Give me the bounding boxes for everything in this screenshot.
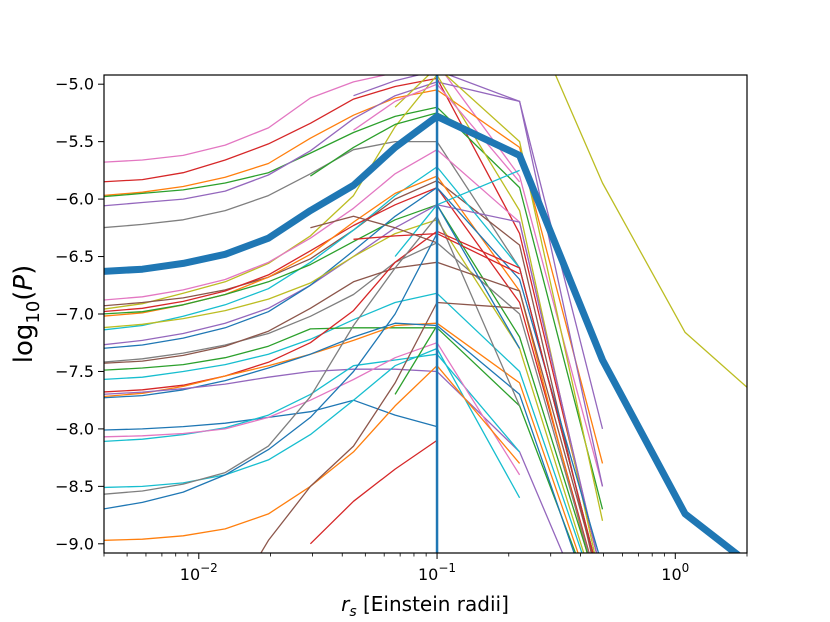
series-line-31	[104, 215, 521, 495]
series-line-1	[554, 75, 747, 389]
series-line-43	[436, 204, 521, 349]
x-tick-label: 10−1	[418, 561, 456, 584]
series-line-4	[104, 89, 604, 464]
series-line-12	[104, 186, 590, 553]
series-line-33	[260, 301, 520, 553]
series-line-34	[309, 439, 438, 545]
series-line-20	[104, 292, 583, 553]
series-line-11	[104, 166, 594, 553]
series-line-18	[104, 219, 585, 553]
y-tick-label: −8.5	[55, 477, 94, 496]
series-line-5	[104, 106, 604, 510]
y-axis-label: log10(P)	[9, 265, 44, 364]
mean-curve	[104, 75, 742, 553]
x-tick-label: 100	[661, 561, 689, 584]
series-line-29	[104, 347, 521, 499]
y-tick-label: −5.0	[55, 75, 94, 94]
series-line-8	[104, 75, 596, 553]
series-line-9	[104, 149, 598, 553]
series-line-27	[104, 353, 521, 453]
series-line-35	[394, 325, 438, 395]
series-line-28	[104, 342, 521, 476]
series-line-2	[104, 75, 604, 487]
y-tick-label: −9.0	[55, 534, 94, 553]
axis-ticks: −5.0 −5.5 −6.0 −6.5 −7.0 −7.5 −8.0 −8.5 −9.0 10−2…	[55, 75, 748, 584]
series-line-14	[104, 204, 589, 553]
series-line-16	[104, 186, 600, 553]
series-line-10	[104, 180, 592, 553]
series-line-19	[104, 261, 593, 553]
plot-frame	[103, 74, 748, 554]
y-tick-label: −6.0	[55, 190, 94, 209]
series-line-6	[104, 81, 604, 430]
y-tick-label: −6.5	[55, 247, 94, 266]
series-line-23	[104, 322, 579, 553]
series-line-21	[104, 327, 577, 553]
series-line-42	[310, 215, 438, 244]
x-tick-label: 10−2	[180, 561, 218, 584]
series-line-30	[104, 233, 438, 510]
y-tick-label: −7.5	[55, 362, 94, 381]
series-lines	[104, 75, 747, 553]
series-line-37	[394, 75, 604, 521]
series-line-22	[104, 230, 594, 553]
mean-series-line	[104, 112, 742, 553]
x-axis-label: rs [Einstein radii]	[341, 592, 509, 620]
y-tick-label: −8.0	[55, 419, 94, 438]
y-tick-label: −7.0	[55, 305, 94, 324]
series-line-7	[104, 140, 594, 553]
series-line-17	[104, 242, 590, 553]
series-line-32	[104, 365, 521, 541]
y-tick-label: −5.5	[55, 132, 94, 151]
series-line-24	[104, 322, 575, 553]
